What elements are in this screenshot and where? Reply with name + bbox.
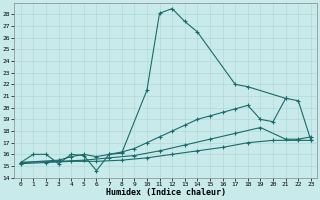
X-axis label: Humidex (Indice chaleur): Humidex (Indice chaleur): [106, 188, 226, 197]
